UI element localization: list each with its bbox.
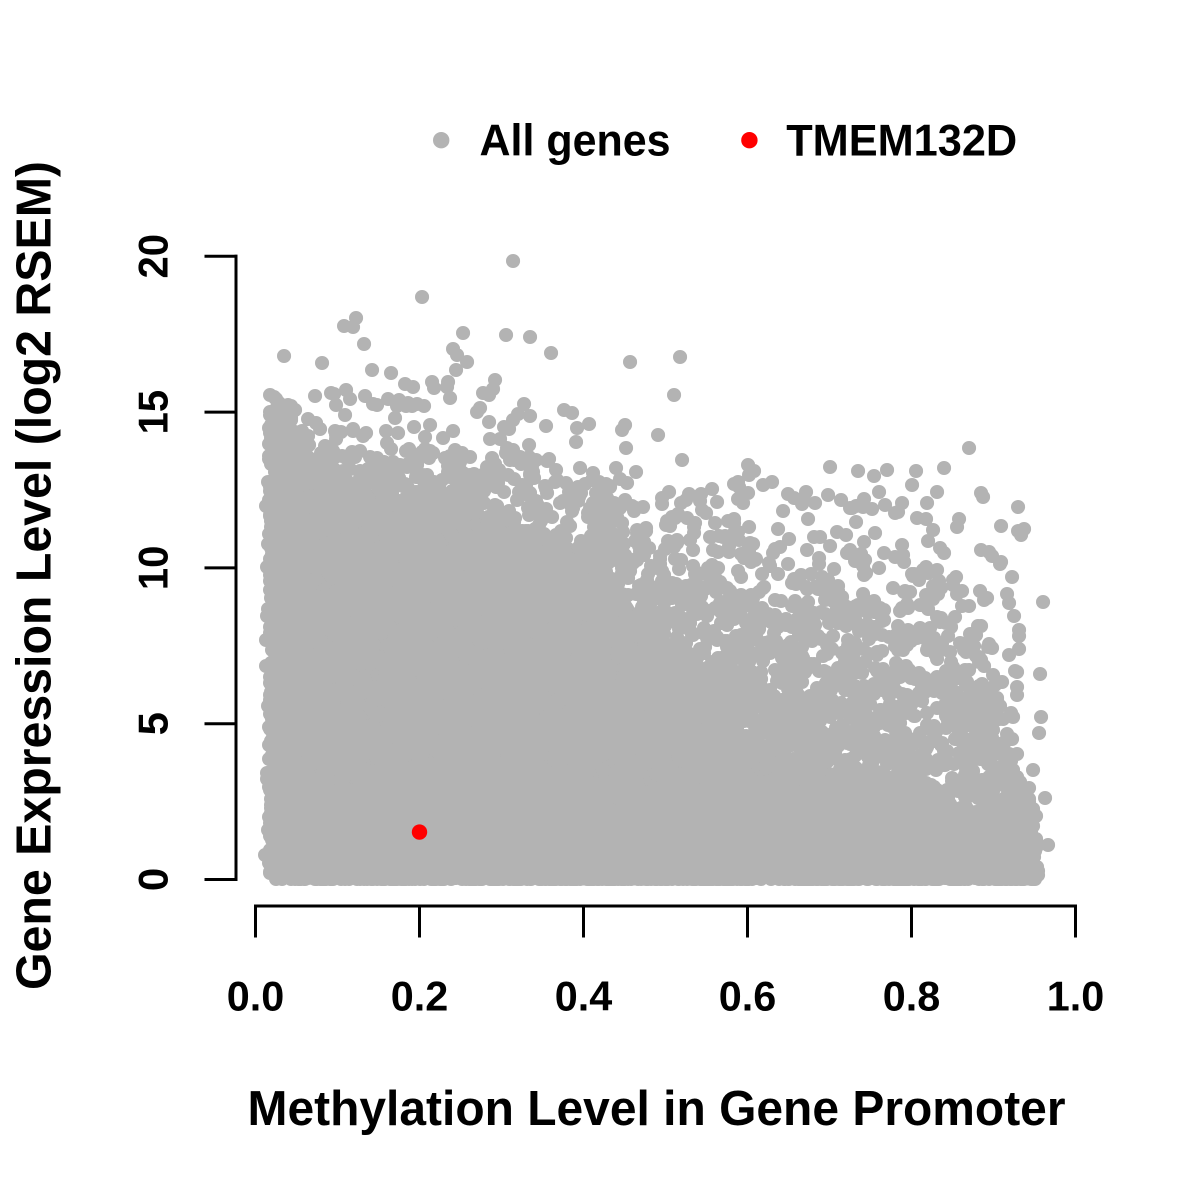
svg-text:10: 10 — [130, 546, 177, 591]
svg-text:0.8: 0.8 — [883, 973, 941, 1020]
svg-text:5: 5 — [130, 712, 177, 735]
svg-text:All genes: All genes — [480, 117, 671, 166]
svg-text:0.2: 0.2 — [391, 973, 449, 1020]
svg-text:15: 15 — [130, 390, 177, 435]
svg-text:0.0: 0.0 — [227, 973, 285, 1020]
svg-text:1.0: 1.0 — [1047, 973, 1105, 1020]
svg-text:TMEM132D: TMEM132D — [786, 117, 1017, 166]
svg-text:Methylation Level in Gene Prom: Methylation Level in Gene Promoter — [248, 1082, 1066, 1136]
svg-text:20: 20 — [130, 234, 177, 279]
svg-text:0.4: 0.4 — [555, 973, 613, 1020]
svg-text:0.6: 0.6 — [719, 973, 777, 1020]
svg-text:0: 0 — [130, 868, 177, 891]
svg-text:Gene Expression Level (log2 RS: Gene Expression Level (log2 RSEM) — [8, 161, 62, 990]
